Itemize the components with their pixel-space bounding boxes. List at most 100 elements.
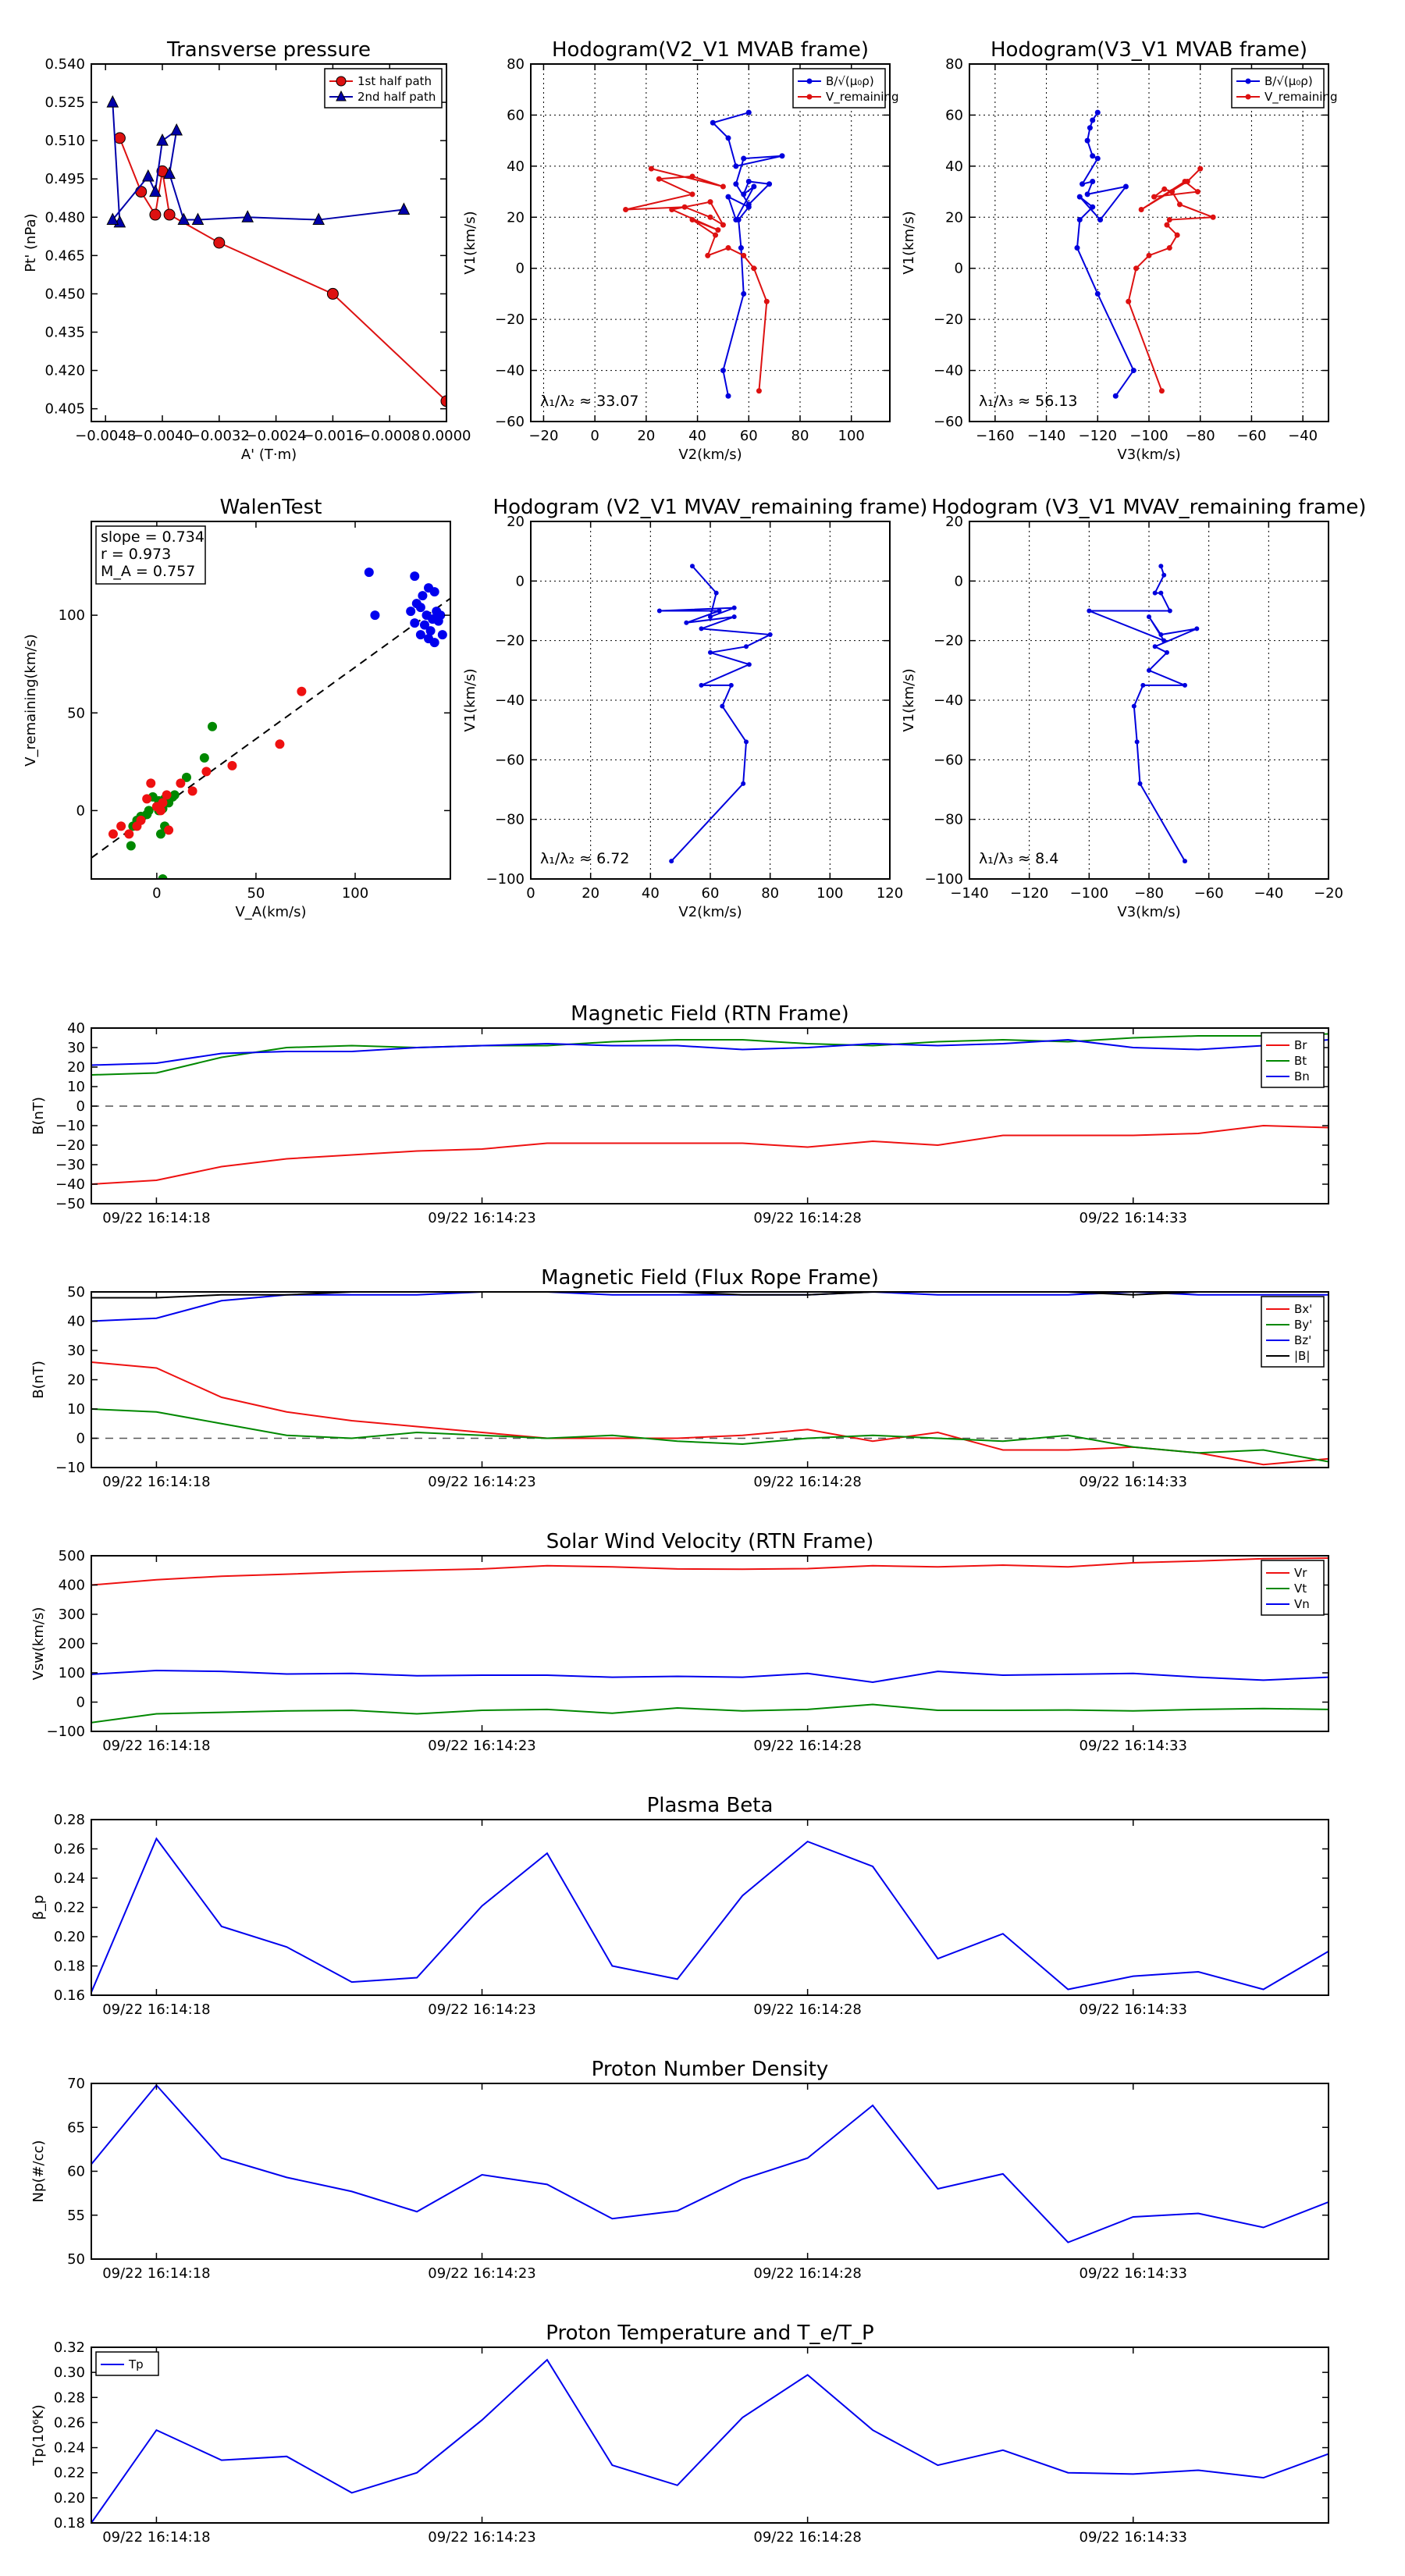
- data-point: [163, 208, 176, 221]
- data-point: [689, 191, 695, 197]
- data-point: [106, 212, 119, 226]
- data-point: [406, 607, 416, 617]
- data-point: [419, 620, 429, 630]
- data-point: [181, 772, 191, 782]
- y-axis-label: V1(km/s): [462, 211, 478, 274]
- data-point: [1076, 194, 1083, 200]
- y-tick-label: 0.450: [44, 286, 85, 302]
- x-axis-label: V_A(km/s): [235, 904, 306, 920]
- axes-frame: [91, 63, 447, 422]
- legend-label: V_remaining: [1264, 90, 1338, 105]
- data-point: [1087, 608, 1092, 614]
- y-tick-label: −40: [934, 363, 963, 379]
- x-tick-label: 40: [688, 428, 706, 444]
- data-point: [297, 686, 307, 696]
- data-point: [1166, 217, 1172, 223]
- legend-marker: [806, 94, 813, 100]
- axes-frame: [91, 2347, 1329, 2524]
- y-tick-label: 200: [59, 1636, 85, 1653]
- series-By': [91, 1408, 1329, 1463]
- data-point: [149, 208, 162, 221]
- data-point: [208, 721, 218, 731]
- x-tick-label: −0.0016: [302, 428, 363, 444]
- legend-marker: [336, 76, 347, 87]
- chart-walen: 0 50 100 0 50 100 WalenTest V_A(km/s) V_remainin…: [23, 496, 451, 920]
- series-line: [91, 1837, 1329, 1993]
- legend-label: |B|: [1294, 1349, 1310, 1363]
- chart-h3: −100 −80 −60 −40 −20 0 20 0 20 40 60 80 100 120 Hodogr…: [462, 496, 927, 920]
- y-tick-label: 65: [67, 2119, 85, 2136]
- data-point: [623, 206, 629, 212]
- y-tick-label: −100: [925, 871, 963, 888]
- series-Np: [91, 2083, 1329, 2243]
- y-axis-label: B(nT): [30, 1097, 47, 1135]
- series-line: [91, 2083, 1329, 2243]
- data-point: [116, 821, 126, 831]
- data-point: [1134, 739, 1140, 745]
- data-point: [1183, 682, 1187, 688]
- data-point: [741, 781, 746, 786]
- data-point: [1097, 217, 1104, 223]
- x-tick-label: 0: [526, 885, 535, 902]
- x-tick-label: −20: [528, 428, 558, 444]
- x-axis-label: V3(km/s): [1117, 904, 1180, 920]
- data-point: [656, 176, 662, 182]
- legend-box: [324, 68, 443, 109]
- data-point: [163, 166, 176, 180]
- data-point: [1176, 201, 1183, 208]
- y-tick-label: 0.465: [44, 247, 85, 264]
- x-tick-label: −0.0040: [132, 428, 193, 444]
- data-point: [1084, 191, 1090, 197]
- y-tick-label: 80: [507, 56, 525, 73]
- chart-title: Hodogram(V2_V1 MVAB frame): [552, 38, 869, 62]
- data-point: [106, 94, 119, 108]
- y-tick-label: 20: [67, 1372, 85, 1389]
- legend: 1st half path 2nd half path: [324, 68, 443, 109]
- data-point: [1084, 137, 1090, 144]
- axes-frame: [91, 2083, 1329, 2260]
- data-point: [170, 123, 183, 136]
- stats-line: M_A = 0.757: [101, 563, 195, 580]
- legend-label: Vn: [1294, 1597, 1310, 1611]
- series-Bx': [91, 1361, 1329, 1466]
- data-point: [1138, 206, 1144, 212]
- legend-marker: [1245, 78, 1251, 84]
- y-tick-label: 40: [507, 158, 525, 175]
- chart-beta: 0.16 0.18 0.20 0.22 0.24 0.26 0.28 09/22 16:14:…: [30, 1794, 1329, 2018]
- legend: B/√(μ₀ρ) V_remaining: [1231, 68, 1338, 109]
- y-tick-label: 0.495: [44, 171, 85, 187]
- series-line: [91, 1669, 1329, 1684]
- data-point: [108, 829, 118, 839]
- y-axis-label: Tp(10⁶K): [30, 2404, 47, 2466]
- legend: B/√(μ₀ρ) V_remaining: [792, 68, 899, 109]
- data-point: [728, 682, 734, 688]
- data-point: [1158, 590, 1164, 596]
- data-point: [725, 194, 731, 200]
- data-point: [1194, 189, 1200, 195]
- x-tick-label: 09/22 16:14:18: [102, 2001, 210, 2018]
- data-point: [425, 626, 436, 636]
- x-tick-label: 09/22 16:14:28: [753, 1474, 861, 1490]
- chart-title: Magnetic Field (RTN Frame): [571, 1002, 849, 1026]
- y-tick-label: 100: [59, 1665, 85, 1681]
- legend-label: By': [1294, 1318, 1312, 1332]
- data-point: [705, 252, 711, 258]
- y-tick-label: 0.405: [44, 401, 85, 418]
- data-point: [1169, 189, 1176, 195]
- y-tick-label: 0: [516, 261, 525, 277]
- y-tick-label: 40: [67, 1020, 85, 1037]
- x-tick-label: 0: [590, 428, 599, 444]
- data-point: [725, 135, 731, 141]
- y-tick-label: 500: [59, 1548, 85, 1564]
- y-tick-label: 30: [67, 1343, 85, 1359]
- data-point: [158, 874, 168, 879]
- y-tick-label: 10: [67, 1079, 85, 1095]
- data-point: [713, 590, 719, 596]
- series-line: [91, 1124, 1329, 1185]
- y-tick-label: 400: [59, 1578, 85, 1594]
- x-tick-label: 09/22 16:14:28: [753, 1210, 861, 1226]
- x-tick-label: −60: [1194, 885, 1224, 902]
- series-line: [91, 1292, 1329, 1322]
- data-point: [779, 153, 785, 159]
